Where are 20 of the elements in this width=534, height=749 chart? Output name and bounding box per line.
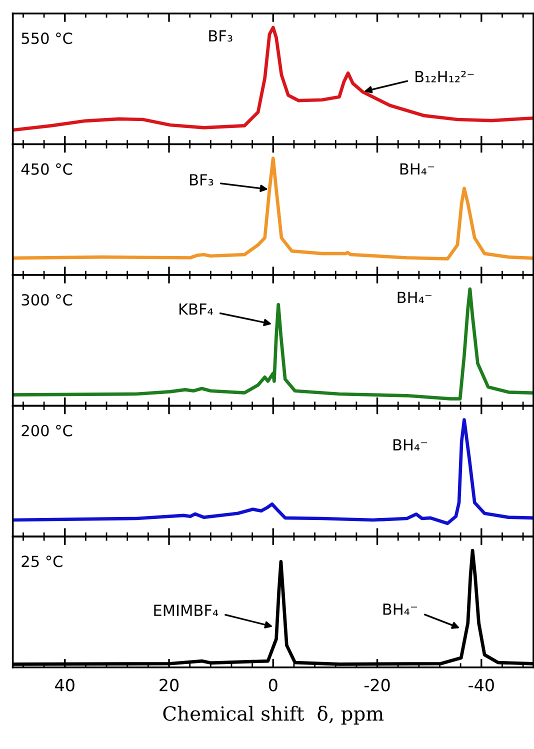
annotation: BH₄⁻ — [383, 604, 418, 615]
annotation: 25 °C — [22, 556, 62, 568]
annotation: BH₄⁻ — [398, 292, 432, 304]
annotation: 200 °C — [22, 424, 72, 436]
x-tick-label: -20 — [364, 678, 390, 692]
annotation: BF₃ — [209, 30, 232, 42]
annotation: BH₄⁻ — [400, 163, 434, 175]
annotation: KBF₄ — [180, 303, 213, 315]
x-axis-title: Chemical shift δ, ppm — [163, 706, 384, 725]
annotation: 450 °C — [21, 163, 72, 175]
x-tick-label: 40 — [55, 678, 74, 692]
annotation: 550 °C — [22, 32, 72, 44]
annotation: 300 °C — [22, 294, 72, 306]
x-tick-label: -40 — [468, 678, 494, 692]
annotation: BF₃ — [190, 174, 214, 186]
x-tick-label: 20 — [160, 678, 179, 692]
annotation: BH₄⁻ — [393, 439, 428, 450]
x-tick-label: 0 — [268, 678, 278, 692]
annotation: B₁₂H₁₂²⁻ — [416, 70, 474, 82]
annotation: EMIMBF₄ — [154, 604, 218, 616]
